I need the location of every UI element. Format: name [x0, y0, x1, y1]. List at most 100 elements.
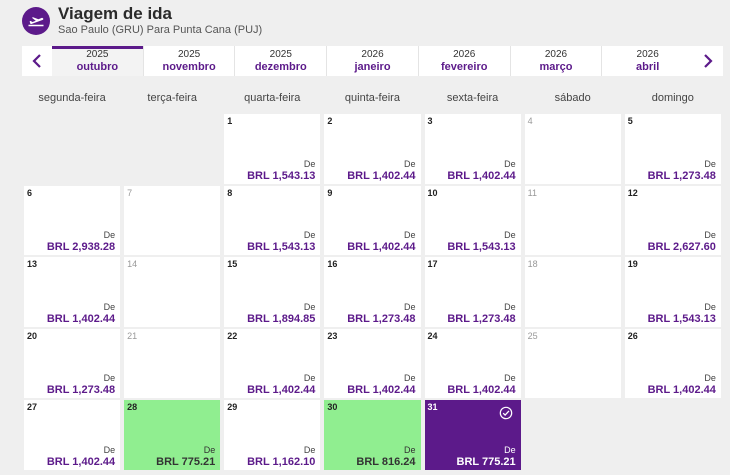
calendar-day-27[interactable]: 27 De BRL 1,402.44 [24, 400, 121, 470]
calendar-day-30[interactable]: 30 De BRL 816.24 [324, 400, 421, 470]
month-tabs: 2025 outubro 2025 novembro 2025 dezembro 2026 j… [52, 46, 694, 76]
calendar-week-row: 1 De BRL 1,543.13 2 De BRL 1,402.44 3 De BRL 1,4… [22, 112, 723, 184]
day-number: 17 [427, 259, 438, 269]
calendar-day-10[interactable]: 10 De BRL 1,543.13 [424, 185, 521, 255]
day-number: 15 [227, 259, 238, 269]
day-number: 13 [27, 259, 38, 269]
weekday-label: quinta-feira [344, 92, 400, 104]
next-month-button[interactable] [693, 46, 723, 76]
month-year: 2026 [453, 49, 476, 60]
weekday-label: quarta-feira [244, 92, 301, 104]
month-tab-março[interactable]: 2026 março [509, 46, 602, 76]
day-price: BRL 1,162.10 [247, 455, 316, 468]
day-number: 4 [527, 116, 533, 126]
day-number: 25 [527, 330, 538, 341]
from-label: De [303, 301, 316, 312]
calendar-day-8[interactable]: 8 De BRL 1,543.13 [224, 185, 321, 255]
calendar-day-12[interactable]: 12 De BRL 2,627.60 [624, 185, 721, 255]
month-name: dezembro [254, 61, 307, 73]
day-price: BRL 1,273.48 [347, 312, 416, 325]
from-label: De [403, 230, 416, 240]
empty-slot [124, 114, 220, 184]
route-subtitle: Sao Paulo (GRU) Para Punta Cana (PUJ) [58, 24, 263, 36]
chevron-right-icon [704, 54, 713, 68]
calendar-day-15[interactable]: 15 De BRL 1,894.85 [224, 257, 321, 327]
calendar-day-16[interactable]: 16 De BRL 1,273.48 [324, 257, 421, 327]
calendar-day-25: 25 [524, 328, 621, 398]
day-price: BRL 1,894.85 [247, 312, 316, 325]
day-number: 9 [327, 187, 333, 198]
weekday-label: terça-feira [147, 92, 197, 104]
day-number: 27 [27, 402, 38, 412]
calendar-day-26[interactable]: 26 De BRL 1,402.44 [624, 328, 721, 398]
calendar-week-row: 13 De BRL 1,402.44 14 15 De BRL 1,894.85 16 De BR… [22, 255, 723, 327]
month-tab-dezembro[interactable]: 2025 dezembro [234, 46, 327, 76]
day-number: 29 [227, 402, 238, 412]
calendar-day-23[interactable]: 23 De BRL 1,402.44 [324, 328, 421, 398]
from-label: De [103, 373, 116, 383]
month-name: fevereiro [440, 61, 488, 73]
day-number: 21 [127, 330, 138, 341]
calendar-week-row: 27 De BRL 1,402.44 28 De BRL 775.21 29 De BRL 1,… [22, 398, 723, 470]
from-label: De [504, 301, 516, 312]
from-label: De [303, 158, 316, 169]
from-label: De [103, 230, 116, 240]
calendar-grid: 1 De BRL 1,543.13 2 De BRL 1,402.44 3 De BRL 1,4… [22, 112, 723, 470]
month-tab-janeiro[interactable]: 2026 janeiro [326, 46, 418, 76]
calendar-day-17[interactable]: 17 De BRL 1,273.48 [424, 257, 521, 327]
from-label: De [704, 301, 716, 312]
month-tab-abril[interactable]: 2026 abril [601, 46, 694, 76]
month-name: janeiro [354, 61, 391, 73]
day-number: 8 [227, 187, 233, 198]
calendar-day-22[interactable]: 22 De BRL 1,402.44 [224, 328, 321, 398]
day-number: 31 [427, 402, 438, 412]
day-price: BRL 1,543.13 [247, 169, 316, 182]
calendar-day-11: 11 [524, 185, 621, 255]
day-price: BRL 1,402.44 [347, 241, 416, 253]
weekday-label: domingo [651, 92, 694, 104]
prev-month-button[interactable] [22, 46, 52, 76]
from-label: De [303, 373, 316, 383]
calendar-day-5[interactable]: 5 De BRL 1,273.48 [624, 114, 721, 184]
calendar-week-row: 20 De BRL 1,273.48 21 22 De BRL 1,402.44 23 De BR… [22, 327, 723, 398]
calendar-day-24[interactable]: 24 De BRL 1,402.44 [424, 328, 521, 398]
day-price: BRL 1,402.44 [46, 455, 116, 468]
calendar-day-1[interactable]: 1 De BRL 1,543.13 [224, 114, 321, 184]
calendar-day-9[interactable]: 9 De BRL 1,402.44 [324, 185, 421, 255]
calendar-day-31[interactable]: 31 De BRL 775.21 [424, 400, 521, 470]
month-tab-fevereiro[interactable]: 2026 fevereiro [417, 46, 510, 76]
weekday-label: sexta-feira [446, 92, 499, 104]
empty-slot [625, 400, 721, 470]
day-number: 24 [427, 330, 438, 341]
calendar-day-2[interactable]: 2 De BRL 1,402.44 [324, 114, 421, 184]
day-number: 22 [227, 330, 238, 341]
calendar-day-20[interactable]: 20 De BRL 1,273.48 [24, 328, 121, 398]
day-price: BRL 1,543.13 [447, 241, 516, 253]
calendar-day-3[interactable]: 3 De BRL 1,402.44 [424, 114, 521, 184]
check-circle-icon [499, 406, 512, 420]
from-label: De [203, 444, 216, 455]
calendar-day-29[interactable]: 29 De BRL 1,162.10 [224, 400, 321, 470]
month-tab-outubro[interactable]: 2025 outubro [52, 46, 143, 76]
month-name: abril [636, 61, 660, 73]
month-year: 2025 [86, 49, 109, 60]
day-number: 19 [627, 259, 638, 269]
month-tab-novembro[interactable]: 2025 novembro [142, 46, 235, 76]
calendar-day-7: 7 [124, 185, 221, 255]
page-title: Viagem de ida [58, 4, 173, 23]
day-price: BRL 2,938.28 [46, 241, 116, 253]
weekday-label: sábado [554, 92, 591, 104]
from-label: De [303, 444, 316, 455]
day-number: 18 [527, 259, 538, 269]
day-number: 2 [327, 116, 333, 126]
day-number: 26 [627, 330, 638, 341]
calendar-day-6[interactable]: 6 De BRL 2,938.28 [24, 185, 121, 255]
calendar-day-19[interactable]: 19 De BRL 1,543.13 [624, 257, 721, 327]
from-label: De [103, 444, 116, 455]
calendar-day-18: 18 [524, 257, 621, 327]
calendar-day-13[interactable]: 13 De BRL 1,402.44 [24, 257, 121, 327]
month-name: março [539, 61, 573, 73]
month-year: 2026 [636, 49, 659, 60]
calendar-day-28[interactable]: 28 De BRL 775.21 [124, 400, 221, 470]
weekday-label: segunda-feira [38, 92, 106, 104]
